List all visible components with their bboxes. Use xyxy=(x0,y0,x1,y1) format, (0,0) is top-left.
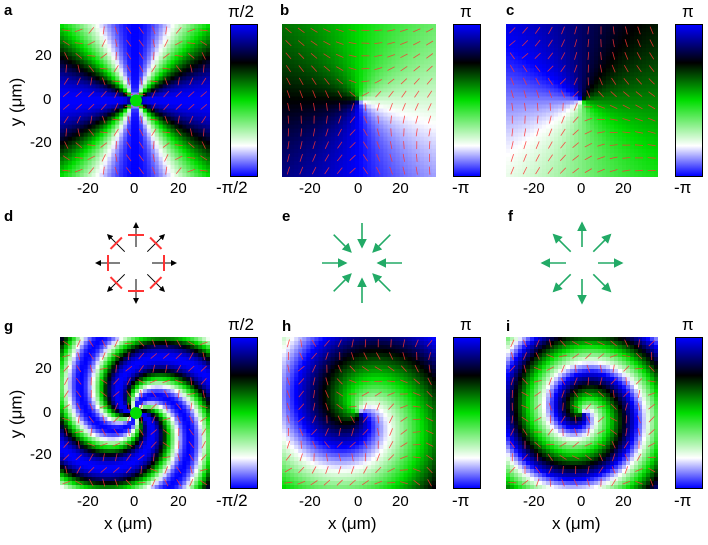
panel-letter-b: b xyxy=(280,2,290,19)
phase-map-a xyxy=(60,24,210,177)
x-tick-i-neg: -20 xyxy=(523,493,545,510)
colorbar-c-min: -π xyxy=(674,178,692,197)
x-tick-a-zero: 0 xyxy=(130,180,139,197)
vector-schematic-f xyxy=(534,215,630,311)
colorbar-g-min: -π/2 xyxy=(216,491,248,510)
phase-map-b xyxy=(282,24,436,177)
colorbar-b xyxy=(453,24,481,177)
colorbar-b-max: π xyxy=(460,2,472,21)
panel-letter-a: a xyxy=(4,2,13,19)
x-tick-h-neg: -20 xyxy=(299,493,321,510)
colorbar-g-max: π/2 xyxy=(228,315,254,334)
y-tick-a-bottom: -20 xyxy=(30,134,52,151)
panel-letter-g: g xyxy=(4,318,14,335)
phase-map-i xyxy=(506,337,658,489)
colorbar-g xyxy=(230,337,258,489)
vector-schematic-d xyxy=(88,215,184,311)
x-tick-a-pos: 20 xyxy=(170,180,187,197)
colorbar-a-max: π/2 xyxy=(228,2,254,21)
x-tick-g-pos: 20 xyxy=(170,493,187,510)
x-tick-c-pos: 20 xyxy=(615,180,632,197)
panel-letter-c: c xyxy=(506,2,515,19)
x-tick-c-neg: -20 xyxy=(523,180,545,197)
colorbar-h-min: -π xyxy=(452,491,470,510)
phase-map-h xyxy=(282,337,436,489)
x-tick-g-neg: -20 xyxy=(77,493,99,510)
y-axis-title-top: y (μm) xyxy=(6,77,26,127)
phase-map-g xyxy=(60,337,210,489)
x-axis-title-h: x (μm) xyxy=(328,514,377,533)
panel-letter-e: e xyxy=(282,208,291,225)
x-tick-b-pos: 20 xyxy=(392,180,409,197)
x-tick-i-zero: 0 xyxy=(577,493,586,510)
x-tick-h-zero: 0 xyxy=(354,493,363,510)
y-tick-g-mid: 0 xyxy=(43,404,52,421)
colorbar-i xyxy=(675,337,703,489)
y-axis-title-bottom: y (μm) xyxy=(6,389,26,439)
x-tick-a-neg: -20 xyxy=(77,180,99,197)
y-tick-a-top: 20 xyxy=(35,47,52,64)
x-tick-i-pos: 20 xyxy=(615,493,632,510)
y-tick-g-top: 20 xyxy=(35,360,52,377)
panel-letter-d: d xyxy=(4,208,14,225)
colorbar-h xyxy=(453,337,481,489)
x-tick-g-zero: 0 xyxy=(130,493,139,510)
colorbar-i-min: -π xyxy=(674,491,692,510)
colorbar-a xyxy=(230,24,258,177)
x-axis-title-i: x (μm) xyxy=(552,514,601,533)
panel-letter-h: h xyxy=(282,318,292,335)
x-tick-c-zero: 0 xyxy=(577,180,586,197)
x-tick-b-zero: 0 xyxy=(354,180,363,197)
y-tick-a-mid: 0 xyxy=(43,91,52,108)
vector-schematic-e xyxy=(314,215,410,311)
x-tick-b-neg: -20 xyxy=(299,180,321,197)
x-axis-title-g: x (μm) xyxy=(104,514,153,533)
phase-map-c xyxy=(506,24,658,177)
colorbar-h-max: π xyxy=(460,315,472,334)
colorbar-i-max: π xyxy=(682,315,694,334)
panel-letter-f: f xyxy=(508,208,513,225)
colorbar-b-min: -π xyxy=(452,178,470,197)
colorbar-a-min: -π/2 xyxy=(216,178,248,197)
y-tick-g-bottom: -20 xyxy=(30,446,52,463)
x-tick-h-pos: 20 xyxy=(392,493,409,510)
panel-letter-i: i xyxy=(506,318,511,335)
colorbar-c xyxy=(675,24,703,177)
colorbar-c-max: π xyxy=(682,2,694,21)
